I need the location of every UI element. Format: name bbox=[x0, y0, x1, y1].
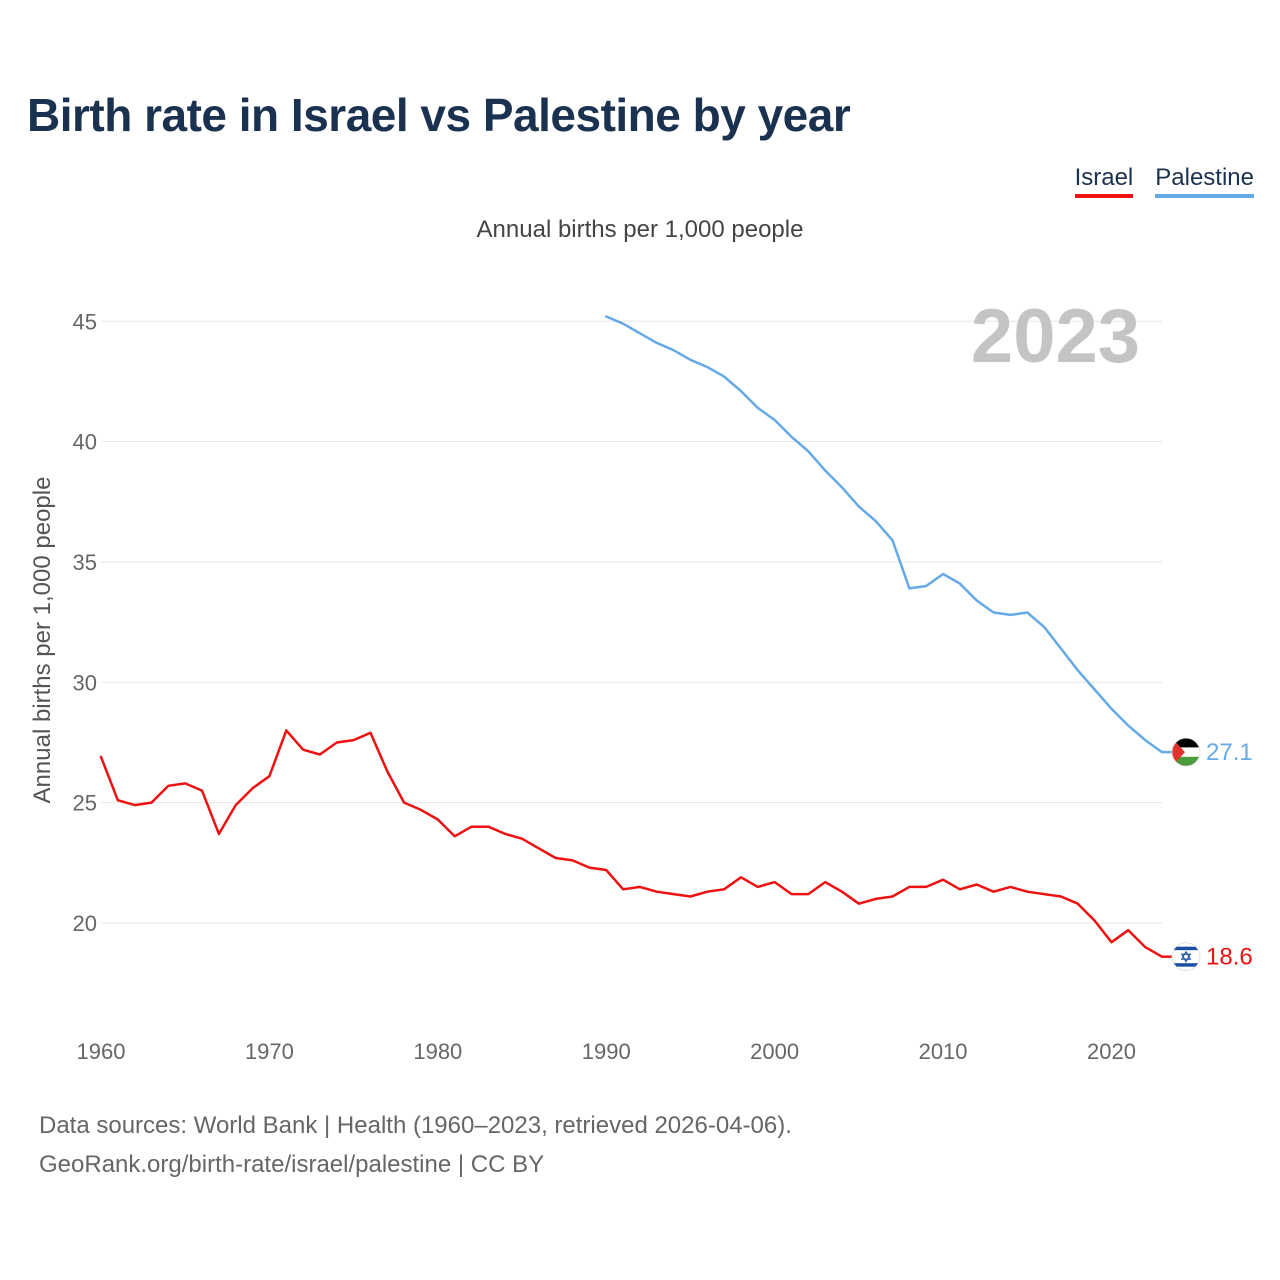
series-line-israel[interactable] bbox=[99, 729, 1164, 958]
footer: Data sources: World Bank | Health (1960–… bbox=[39, 1106, 792, 1184]
y-tick-label: 45 bbox=[73, 309, 97, 334]
legend-item-palestine[interactable]: Palestine bbox=[1155, 164, 1254, 198]
x-tick-label: 1970 bbox=[245, 1039, 294, 1064]
chart-subtitle: Annual births per 1,000 people bbox=[476, 216, 804, 243]
x-tick-label: 1980 bbox=[413, 1039, 462, 1064]
grid-lines bbox=[101, 320, 1162, 924]
series-endpoints: 18.6 27.1 bbox=[1162, 737, 1253, 972]
legend-item-israel[interactable]: Israel bbox=[1074, 164, 1134, 198]
x-tick-label: 1960 bbox=[77, 1039, 126, 1064]
data-source-note: Data sources: World Bank | Health (1960–… bbox=[39, 1112, 792, 1139]
x-tick-label: 1990 bbox=[582, 1039, 631, 1064]
series-line-palestine[interactable] bbox=[604, 315, 1164, 754]
palestine-flag-icon bbox=[1171, 737, 1201, 767]
end-value-label-israel: 18.6 bbox=[1206, 944, 1253, 971]
x-tick-label: 2010 bbox=[919, 1039, 968, 1064]
y-tick-label: 25 bbox=[73, 791, 97, 816]
legend: Israel Palestine bbox=[1074, 164, 1254, 198]
y-axis-title: Annual births per 1,000 people bbox=[29, 477, 56, 804]
current-year-label: 2023 bbox=[971, 294, 1140, 379]
end-value-label-palestine: 27.1 bbox=[1206, 739, 1253, 766]
y-tick-label: 35 bbox=[73, 550, 97, 575]
x-axis-ticks: 1960 1970 1980 1990 2000 2010 2020 bbox=[77, 1039, 1136, 1064]
source-url[interactable]: GeoRank.org/birth-rate/israel/palestine … bbox=[39, 1151, 545, 1178]
x-tick-label: 2020 bbox=[1087, 1039, 1136, 1064]
y-tick-label: 20 bbox=[73, 911, 97, 936]
y-tick-label: 30 bbox=[73, 670, 97, 695]
series-lines bbox=[99, 315, 1164, 958]
y-axis-ticks: 20 25 30 35 40 45 bbox=[73, 309, 97, 936]
israel-flag-icon bbox=[1171, 942, 1201, 972]
x-tick-label: 2000 bbox=[750, 1039, 799, 1064]
chart-title: Birth rate in Israel vs Palestine by yea… bbox=[27, 89, 851, 141]
y-tick-label: 40 bbox=[73, 430, 97, 455]
